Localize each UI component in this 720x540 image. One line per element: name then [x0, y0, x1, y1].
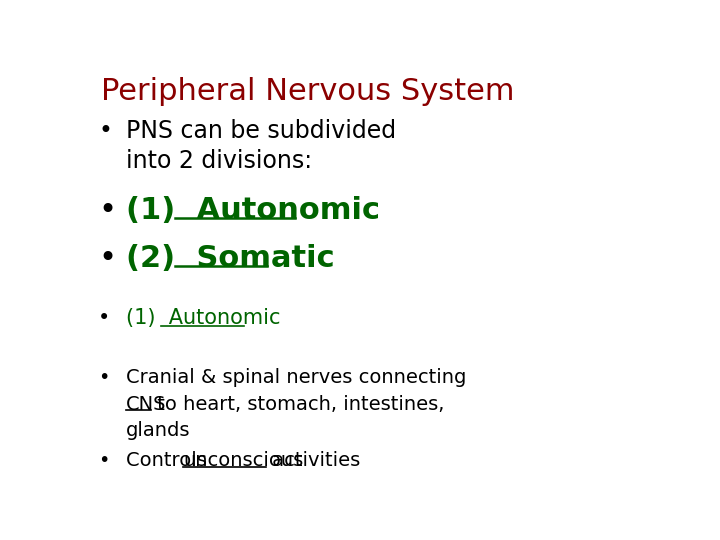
Text: activities: activities — [266, 451, 360, 470]
Text: •: • — [99, 451, 109, 470]
Text: CNS: CNS — [126, 395, 167, 414]
Text: •: • — [99, 196, 117, 225]
Text: Controls: Controls — [126, 451, 213, 470]
Text: •: • — [99, 368, 109, 387]
Text: (2)  Somatic: (2) Somatic — [126, 244, 335, 273]
Text: unconscious: unconscious — [183, 451, 303, 470]
Text: Cranial & spinal nerves connecting: Cranial & spinal nerves connecting — [126, 368, 467, 387]
Text: •: • — [99, 244, 117, 273]
Text: (1)  Autonomic: (1) Autonomic — [126, 196, 380, 225]
Text: •: • — [99, 308, 111, 328]
Text: (1)  Autonomic: (1) Autonomic — [126, 308, 281, 328]
Text: •: • — [99, 119, 112, 143]
Text: glands: glands — [126, 421, 191, 440]
Text: to heart, stomach, intestines,: to heart, stomach, intestines, — [150, 395, 444, 414]
Text: Peripheral Nervous System: Peripheral Nervous System — [101, 77, 515, 106]
Text: PNS can be subdivided
into 2 divisions:: PNS can be subdivided into 2 divisions: — [126, 119, 397, 173]
